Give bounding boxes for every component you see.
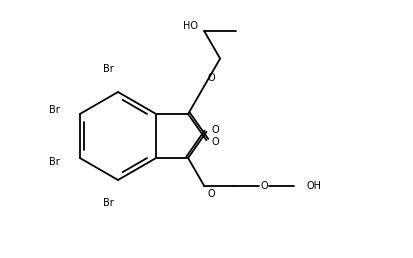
Text: Br: Br xyxy=(49,157,60,167)
Text: O: O xyxy=(211,125,218,135)
Text: O: O xyxy=(211,137,218,147)
Text: O: O xyxy=(206,73,214,83)
Text: OH: OH xyxy=(305,181,320,191)
Text: O: O xyxy=(206,189,214,199)
Text: Br: Br xyxy=(102,64,113,74)
Text: Br: Br xyxy=(49,105,60,115)
Text: Br: Br xyxy=(102,198,113,208)
Text: HO: HO xyxy=(183,21,198,31)
Text: O: O xyxy=(260,181,267,191)
